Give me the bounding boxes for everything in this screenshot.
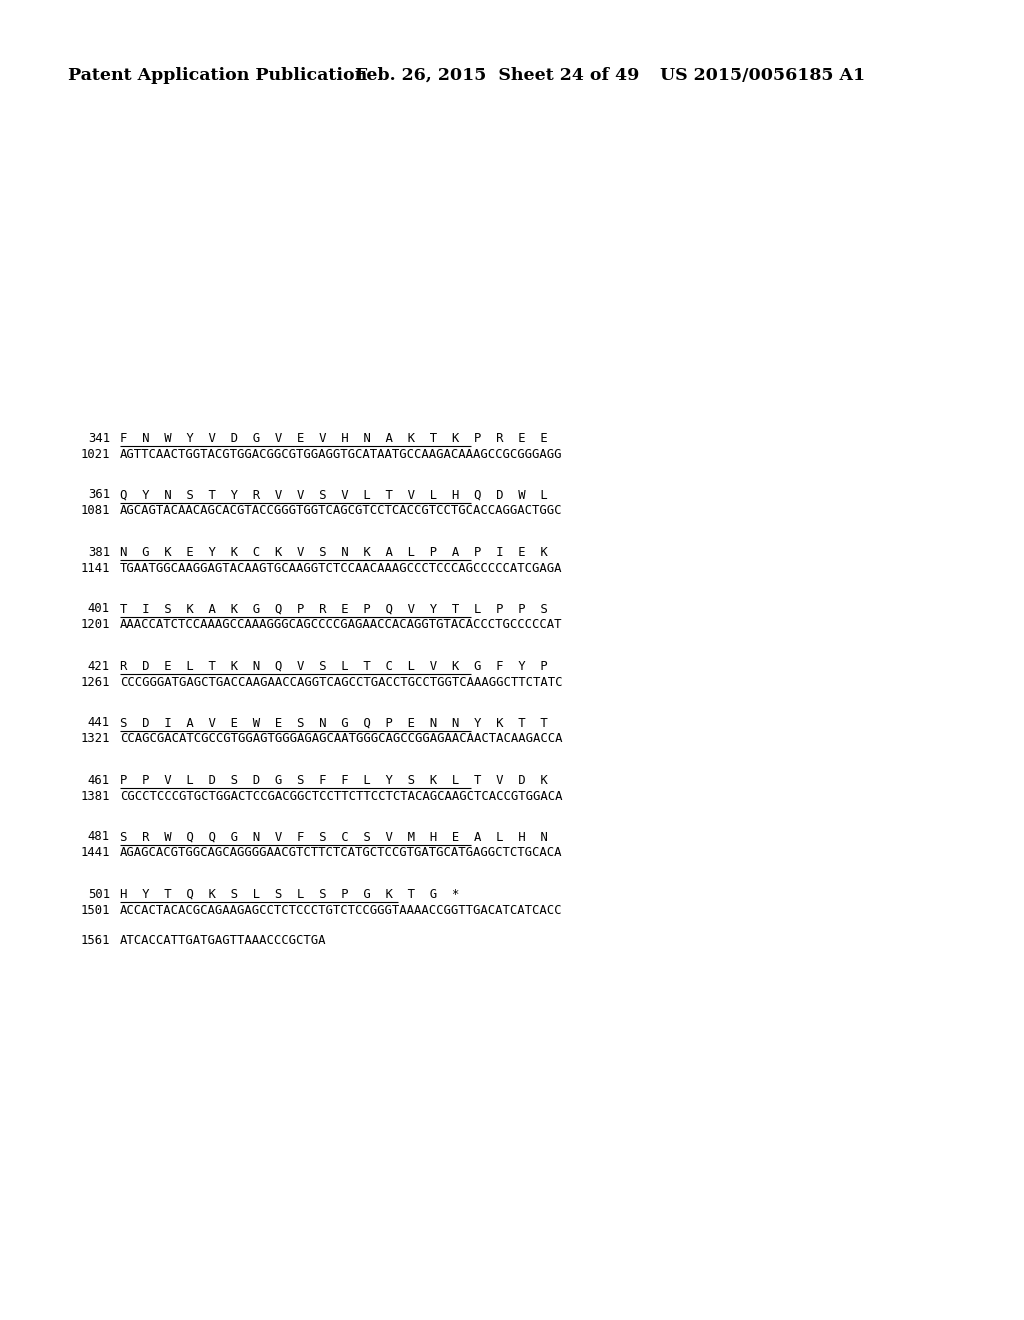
Text: ATCACCATTGATGAGTTAAACCCGCTGA: ATCACCATTGATGAGTTAAACCCGCTGA (120, 933, 327, 946)
Text: S  D  I  A  V  E  W  E  S  N  G  Q  P  E  N  N  Y  K  T  T: S D I A V E W E S N G Q P E N N Y K T T (120, 717, 548, 730)
Text: 1561: 1561 (81, 933, 110, 946)
Text: F  N  W  Y  V  D  G  V  E  V  H  N  A  K  T  K  P  R  E  E: F N W Y V D G V E V H N A K T K P R E E (120, 432, 548, 445)
Text: 481: 481 (88, 830, 110, 843)
Text: US 2015/0056185 A1: US 2015/0056185 A1 (660, 66, 865, 83)
Text: 1261: 1261 (81, 676, 110, 689)
Text: 1321: 1321 (81, 733, 110, 746)
Text: CGCCTCCCGTGCTGGACTCCGACGGCTCCTTCTTCCTCTACAGCAAGCTCACCGTGGACA: CGCCTCCCGTGCTGGACTCCGACGGCTCCTTCTTCCTCTA… (120, 789, 562, 803)
Text: 501: 501 (88, 887, 110, 900)
Text: 1081: 1081 (81, 504, 110, 517)
Text: R  D  E  L  T  K  N  Q  V  S  L  T  C  L  V  K  G  F  Y  P: R D E L T K N Q V S L T C L V K G F Y P (120, 660, 548, 672)
Text: 421: 421 (88, 660, 110, 672)
Text: 341: 341 (88, 432, 110, 445)
Text: 401: 401 (88, 602, 110, 615)
Text: 1141: 1141 (81, 561, 110, 574)
Text: 1501: 1501 (81, 903, 110, 916)
Text: ACCACTACACGCAGAAGAGCCTCTCCCTGTCTCCGGGTAAAACCGGTTGACATCATCACC: ACCACTACACGCAGAAGAGCCTCTCCCTGTCTCCGGGTAA… (120, 903, 562, 916)
Text: 1441: 1441 (81, 846, 110, 859)
Text: T  I  S  K  A  K  G  Q  P  R  E  P  Q  V  Y  T  L  P  P  S: T I S K A K G Q P R E P Q V Y T L P P S (120, 602, 548, 615)
Text: AAACCATCTCCAAAGCCAAAGGGCAGCCCCGAGAACCACAGGTGTACACCCTGCCCCCAT: AAACCATCTCCAAAGCCAAAGGGCAGCCCCGAGAACCACA… (120, 619, 562, 631)
Text: CCCGGGATGAGCTGACCAAGAACCAGGTCAGCCTGACCTGCCTGGTCAAAGGCTTCTATC: CCCGGGATGAGCTGACCAAGAACCAGGTCAGCCTGACCTG… (120, 676, 562, 689)
Text: AGAGCACGTGGCAGCAGGGGAACGTCTTCTCATGCTCCGTGATGCATGAGGCTCTGCACA: AGAGCACGTGGCAGCAGGGGAACGTCTTCTCATGCTCCGT… (120, 846, 562, 859)
Text: Feb. 26, 2015  Sheet 24 of 49: Feb. 26, 2015 Sheet 24 of 49 (355, 66, 639, 83)
Text: Q  Y  N  S  T  Y  R  V  V  S  V  L  T  V  L  H  Q  D  W  L: Q Y N S T Y R V V S V L T V L H Q D W L (120, 488, 548, 502)
Text: 461: 461 (88, 774, 110, 787)
Text: 441: 441 (88, 717, 110, 730)
Text: CCAGCGACATCGCCGTGGAGTGGGAGAGCAATGGGCAGCCGGAGAACAACTACAAGACCA: CCAGCGACATCGCCGTGGAGTGGGAGAGCAATGGGCAGCC… (120, 733, 562, 746)
Text: 361: 361 (88, 488, 110, 502)
Text: 1381: 1381 (81, 789, 110, 803)
Text: AGTTCAACTGGTACGTGGACGGCGTGGAGGTGCATAATGCCAAGACAAAGCCGCGGGAGG: AGTTCAACTGGTACGTGGACGGCGTGGAGGTGCATAATGC… (120, 447, 562, 461)
Text: H  Y  T  Q  K  S  L  S  L  S  P  G  K  T  G  *: H Y T Q K S L S L S P G K T G * (120, 887, 459, 900)
Text: 1021: 1021 (81, 447, 110, 461)
Text: 1201: 1201 (81, 619, 110, 631)
Text: 381: 381 (88, 545, 110, 558)
Text: P  P  V  L  D  S  D  G  S  F  F  L  Y  S  K  L  T  V  D  K: P P V L D S D G S F F L Y S K L T V D K (120, 774, 548, 787)
Text: TGAATGGCAAGGAGTACAAGTGCAAGGTCTCCAACAAAGCCCTCCCAGCCCCCATCGAGA: TGAATGGCAAGGAGTACAAGTGCAAGGTCTCCAACAAAGC… (120, 561, 562, 574)
Text: N  G  K  E  Y  K  C  K  V  S  N  K  A  L  P  A  P  I  E  K: N G K E Y K C K V S N K A L P A P I E K (120, 545, 548, 558)
Text: Patent Application Publication: Patent Application Publication (68, 66, 368, 83)
Text: AGCAGTACAACAGCACGTACCGGGTGGTCAGCGTCCTCACCGTCCTGCACCAGGACTGGC: AGCAGTACAACAGCACGTACCGGGTGGTCAGCGTCCTCAC… (120, 504, 562, 517)
Text: S  R  W  Q  Q  G  N  V  F  S  C  S  V  M  H  E  A  L  H  N: S R W Q Q G N V F S C S V M H E A L H N (120, 830, 548, 843)
